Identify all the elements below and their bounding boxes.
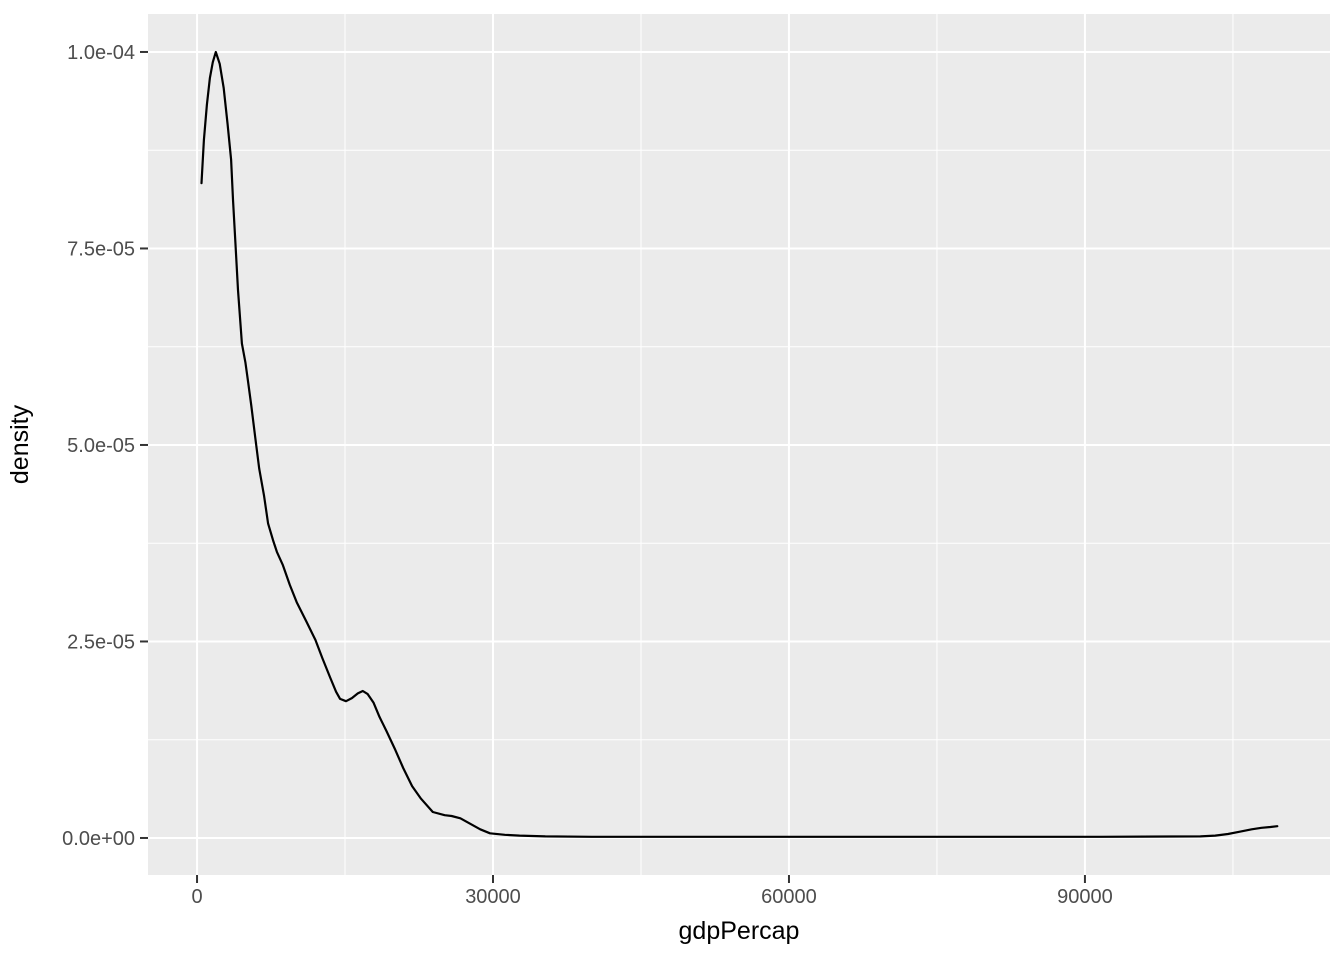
y-tick-label: 7.5e-05: [67, 238, 135, 260]
x-tick-label: 30000: [465, 886, 521, 908]
density-curve: [200, 50, 1279, 838]
x-axis-title: gdpPercap: [679, 917, 800, 945]
y-tick-label: 5.0e-05: [67, 435, 135, 457]
x-tick-label: 0: [191, 886, 202, 908]
axis-tick-labels: 0 30000 60000 90000 0.0e+00 2.5e-05 5.0e-05 7.5…: [62, 42, 1113, 908]
density-curve-layer: [200, 50, 1279, 838]
major-gridlines: [148, 14, 1330, 875]
axis-ticks: [140, 50, 1086, 883]
x-tick-label: 90000: [1057, 886, 1113, 908]
x-tick-label: 60000: [761, 886, 817, 908]
y-tick-label: 1.0e-04: [67, 42, 135, 64]
y-axis-title: density: [6, 404, 34, 484]
y-tick-label: 0.0e+00: [62, 828, 135, 850]
y-tick-label: 2.5e-05: [67, 631, 135, 653]
